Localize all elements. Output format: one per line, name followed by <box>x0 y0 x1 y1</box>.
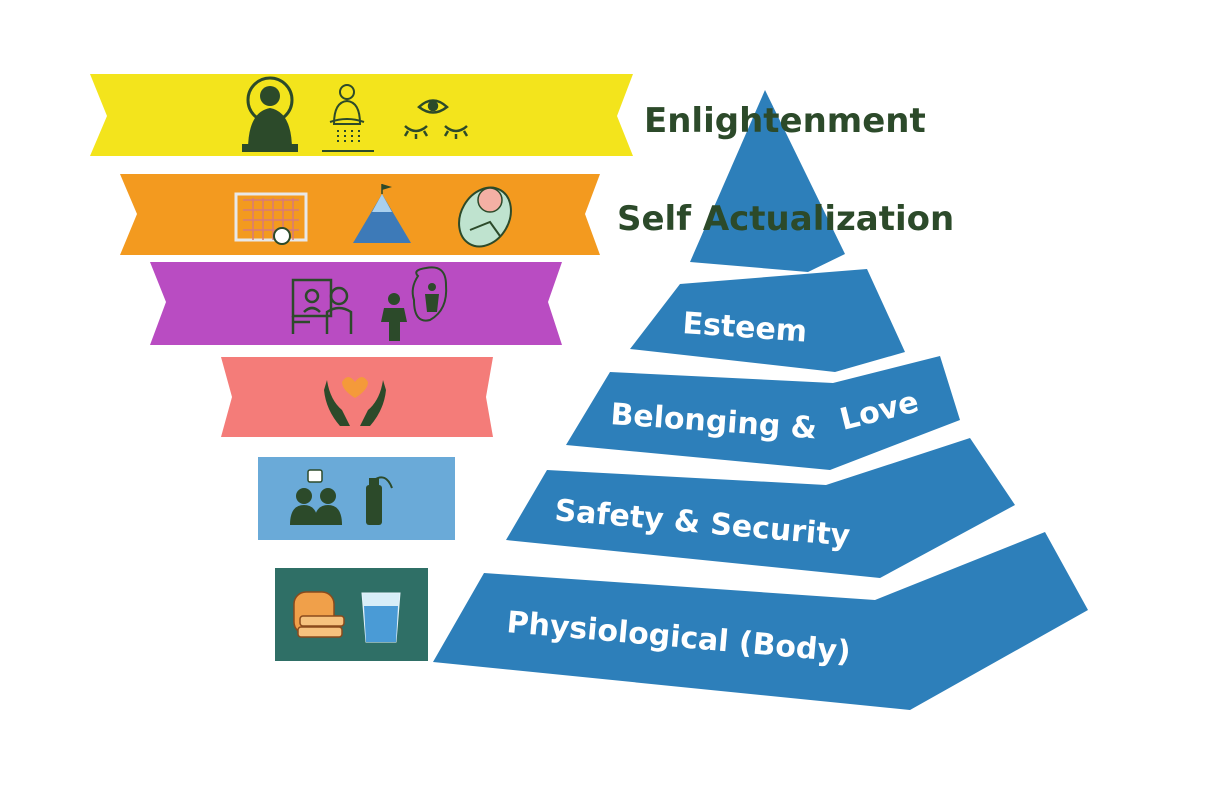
caring-hands-icon <box>324 377 386 426</box>
band-belonging <box>221 357 493 437</box>
band-safety <box>258 457 455 540</box>
goal-icon <box>234 192 308 245</box>
enlightenment-label: Enlightenment <box>644 101 926 141</box>
self-actualization-label: Self Actualization <box>617 199 954 239</box>
pyramid-tier-physiological <box>433 532 1088 710</box>
baby-icon <box>458 186 512 248</box>
esteem-label: Esteem <box>681 306 808 350</box>
teacher-icon <box>291 278 353 334</box>
meditation-icon <box>322 84 374 152</box>
confident-person-icon <box>381 266 448 341</box>
pyramid-tier-safety <box>506 438 1015 578</box>
closed-eyes-icon <box>403 99 469 139</box>
bread-icon <box>293 591 345 638</box>
band-esteem <box>150 262 562 345</box>
buddha-icon <box>242 76 298 152</box>
people-icon <box>290 469 342 525</box>
band-enlightenment <box>90 74 633 156</box>
pyramid <box>433 90 1088 710</box>
pyramid-tier-top <box>690 90 845 272</box>
pyramid-tier-belonging <box>566 356 960 470</box>
fire-extinguisher-icon <box>366 476 393 525</box>
mountain-icon <box>353 184 411 243</box>
water-glass-icon <box>361 592 401 643</box>
pyramid-tier-esteem <box>630 269 905 372</box>
